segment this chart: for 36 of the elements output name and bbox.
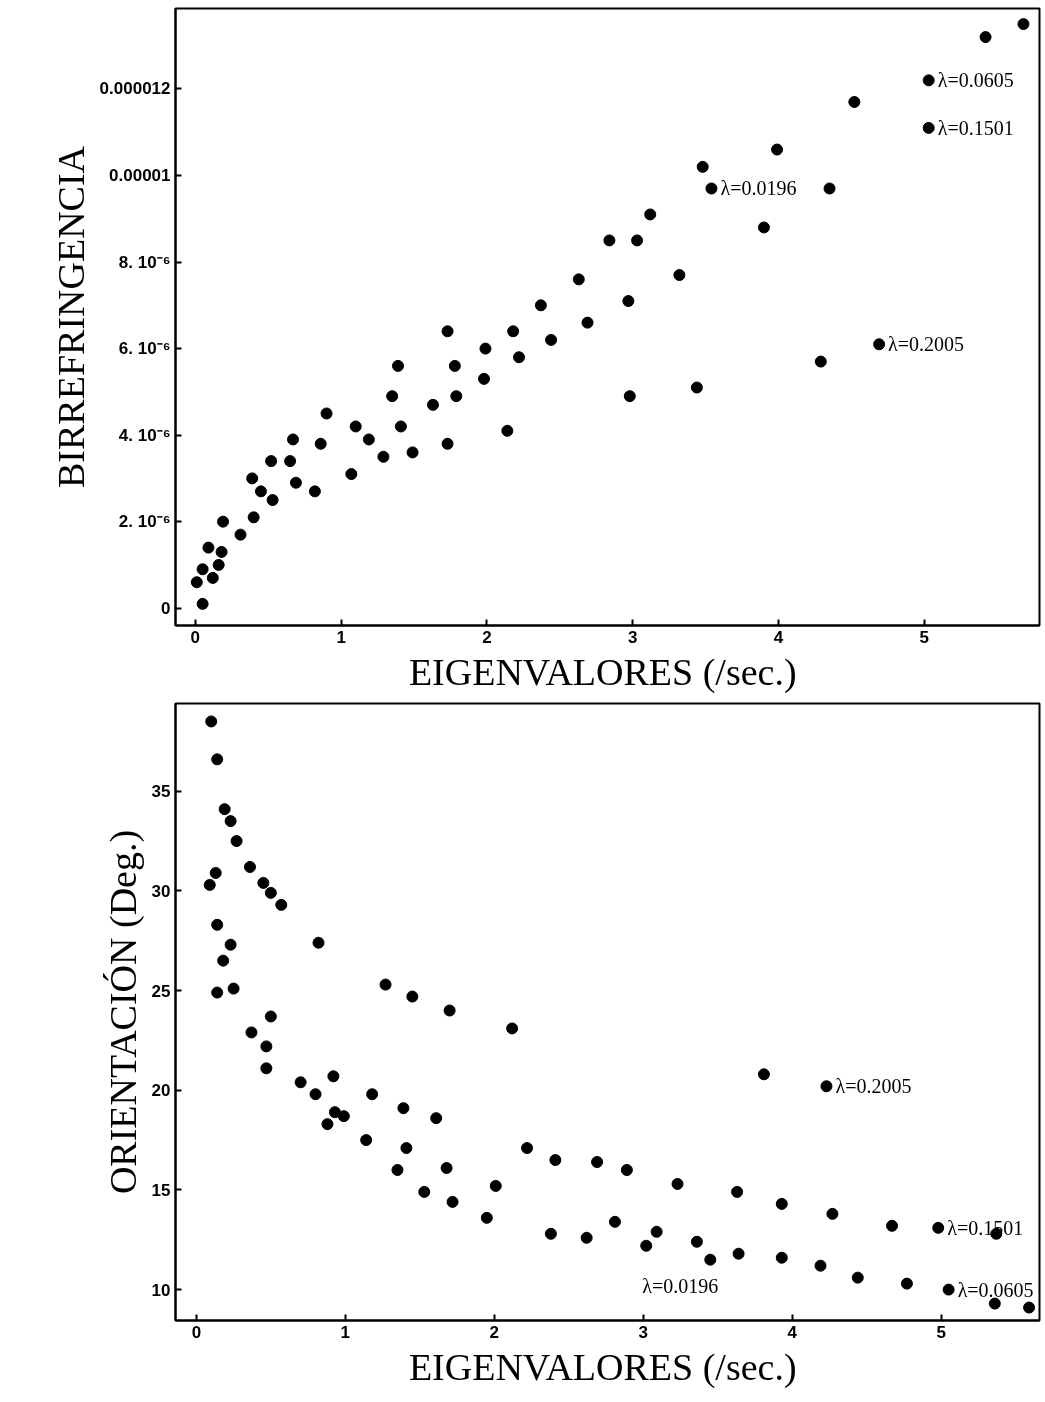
y-tick-label: 2. 10⁻⁶ bbox=[118, 512, 171, 532]
annotation: λ=0.0196 bbox=[642, 1274, 719, 1297]
x-tick-label: 5 bbox=[919, 627, 930, 647]
x-tick-label: 4 bbox=[787, 1322, 798, 1342]
annotation: λ=0.0196 bbox=[720, 177, 797, 200]
y-tick-label: 6. 10⁻⁶ bbox=[118, 339, 171, 359]
y-tick-label: 35 bbox=[151, 782, 171, 802]
y-tick-label: 20 bbox=[151, 1081, 171, 1101]
x-axis-title: EIGENVALORES (/sec.) bbox=[408, 650, 797, 694]
y-tick-label: 8. 10⁻⁶ bbox=[118, 252, 171, 272]
annotation: λ=0.0605 bbox=[957, 1278, 1034, 1301]
y-tick-label: 25 bbox=[151, 981, 171, 1001]
x-tick-label: 2 bbox=[482, 627, 492, 647]
annotation: λ=0.2005 bbox=[835, 1075, 912, 1098]
x-tick-label: 0 bbox=[190, 627, 201, 647]
y-tick-label: 10 bbox=[151, 1280, 171, 1300]
x-tick-label: 1 bbox=[340, 1322, 351, 1342]
x-tick-label: 2 bbox=[489, 1322, 500, 1342]
x-tick-label: 1 bbox=[336, 627, 346, 647]
y-tick-label: 0 bbox=[161, 598, 171, 618]
x-tick-label: 4 bbox=[773, 627, 784, 647]
y-axis-title: BIRREFRINGENCIA bbox=[49, 145, 92, 489]
x-tick-label: 0 bbox=[191, 1322, 202, 1342]
x-tick-label: 3 bbox=[638, 1322, 648, 1342]
annotation: λ=0.1501 bbox=[937, 116, 1014, 139]
annotation: λ=0.0605 bbox=[937, 69, 1014, 92]
y-tick-label: 0.00001 bbox=[109, 166, 171, 186]
y-tick-label: 30 bbox=[151, 881, 171, 901]
y-axis-title: ORIENTACIÓN (Deg.) bbox=[101, 829, 145, 1195]
x-tick-label: 3 bbox=[628, 627, 638, 647]
x-axis-title: EIGENVALORES (/sec.) bbox=[408, 1345, 797, 1389]
annotation: λ=0.2005 bbox=[888, 333, 965, 356]
y-tick-label: 0.000012 bbox=[99, 79, 171, 99]
y-tick-label: 15 bbox=[151, 1180, 171, 1200]
y-tick-label: 4. 10⁻⁶ bbox=[118, 425, 171, 445]
x-tick-label: 5 bbox=[936, 1322, 946, 1342]
